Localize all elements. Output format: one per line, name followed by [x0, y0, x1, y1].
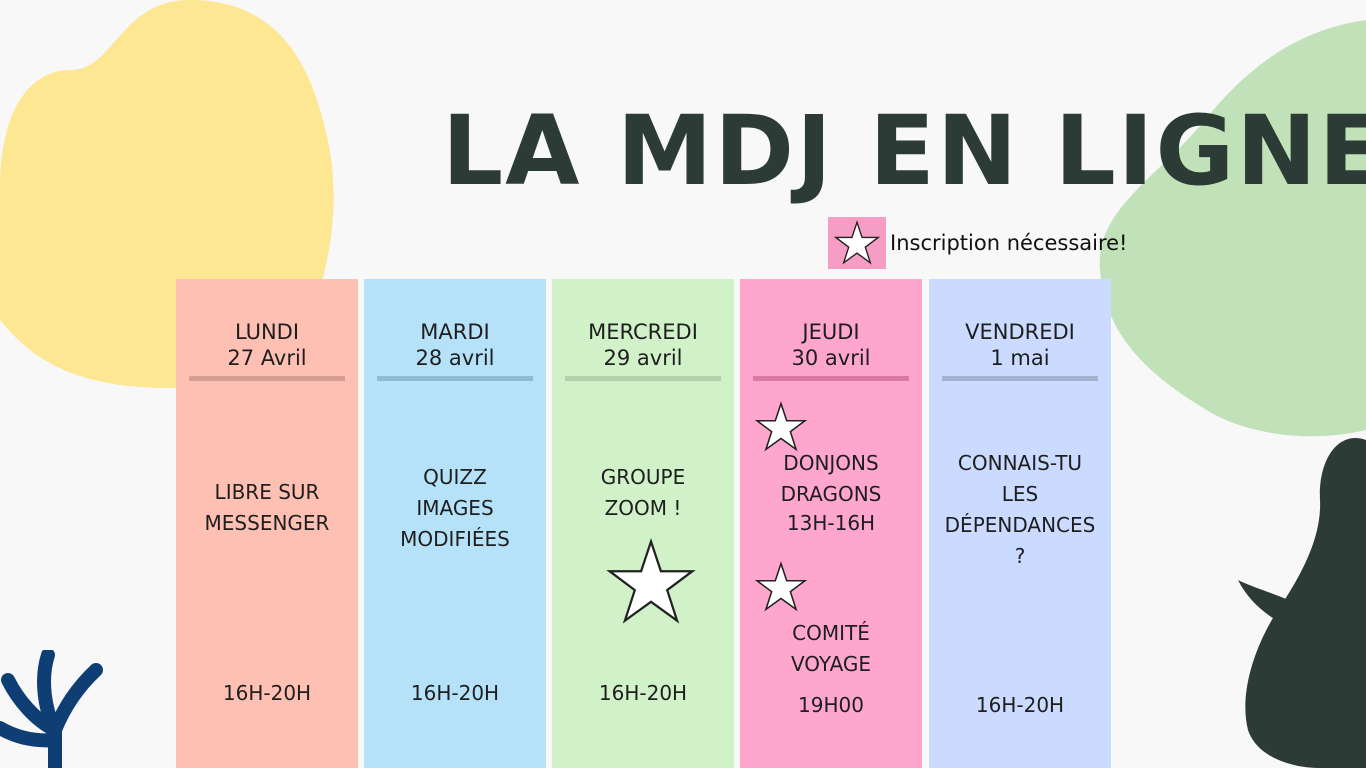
activity-line: ZOOM ! — [604, 496, 682, 520]
activity-line: IMAGES — [416, 496, 494, 520]
day-column-mercredi: MERCREDI 29 avril GROUPE ZOOM ! 16H-20H — [552, 279, 734, 768]
day-header: LUNDI 27 Avril — [176, 319, 358, 371]
day-date: 27 Avril — [227, 346, 307, 370]
activity-line: DRAGONS — [780, 482, 882, 506]
day-column-lundi: LUNDI 27 Avril LIBRE SUR MESSENGER 16H-2… — [176, 279, 358, 768]
activity-title: QUIZZ IMAGES MODIFIÉES — [364, 462, 546, 555]
header-divider — [189, 376, 345, 381]
star-icon — [834, 220, 880, 265]
activity-title: CONNAIS-TU LES DÉPENDANCES ? — [929, 448, 1111, 572]
day-column-vendredi: VENDREDI 1 mai CONNAIS-TU LES DÉPENDANCE… — [929, 279, 1111, 768]
legend-text: Inscription nécessaire! — [890, 231, 1128, 255]
activity-title: DONJONS DRAGONS 13H-16H — [740, 448, 922, 536]
star-icon — [754, 561, 808, 612]
day-name: JEUDI — [802, 320, 860, 344]
legend-star-box — [828, 217, 886, 269]
day-name: LUNDI — [234, 320, 300, 344]
header-divider — [753, 376, 909, 381]
header-divider — [565, 376, 721, 381]
header-divider — [942, 376, 1098, 381]
activity-line: VOYAGE — [790, 652, 872, 676]
activity-line: MODIFIÉES — [400, 527, 510, 551]
day-date: 30 avril — [791, 346, 871, 370]
legend: Inscription nécessaire! — [828, 217, 1127, 269]
day-date: 28 avril — [415, 346, 495, 370]
dark-leaf-decoration — [1238, 438, 1366, 768]
day-name: MARDI — [420, 320, 490, 344]
activity-time: 19H00 — [798, 693, 864, 717]
activity-title: LIBRE SUR MESSENGER — [176, 477, 358, 539]
activity-line: QUIZZ — [423, 465, 487, 489]
day-header: JEUDI 30 avril — [740, 319, 922, 371]
activity-time: 16H-20H — [975, 693, 1065, 717]
activity-line: DONJONS — [783, 451, 879, 475]
day-header: MARDI 28 avril — [364, 319, 546, 371]
activity-line: MESSENGER — [204, 511, 330, 535]
activity-line: GROUPE — [600, 465, 686, 489]
activity-title: COMITÉ VOYAGE — [740, 618, 922, 680]
activity-title: GROUPE ZOOM ! — [552, 462, 734, 524]
day-name: VENDREDI — [965, 320, 1075, 344]
header-divider — [377, 376, 533, 381]
day-date: 1 mai — [990, 346, 1050, 370]
day-column-jeudi: JEUDI 30 avril DONJONS DRAGONS 13H-16H C… — [740, 279, 922, 768]
star-icon — [754, 401, 808, 452]
activity-line: LES — [1001, 482, 1039, 506]
day-column-mardi: MARDI 28 avril QUIZZ IMAGES MODIFIÉES 16… — [364, 279, 546, 768]
activity-time: 16H-20H — [598, 681, 688, 705]
activity-line: LIBRE SUR — [214, 480, 320, 504]
day-header: VENDREDI 1 mai — [929, 319, 1111, 371]
activity-line: CONNAIS-TU — [957, 451, 1083, 475]
activity-line: DÉPENDANCES — [944, 513, 1096, 537]
day-date: 29 avril — [603, 346, 683, 370]
activity-time: 16H-20H — [222, 681, 312, 705]
day-name: MERCREDI — [588, 320, 698, 344]
activity-line: ? — [1014, 544, 1026, 568]
blue-coral-decoration — [0, 650, 103, 768]
activity-line: COMITÉ — [792, 621, 870, 645]
activity-time: 16H-20H — [410, 681, 500, 705]
star-icon — [606, 537, 696, 624]
activity-time: 13H-16H — [786, 511, 876, 535]
page-title: LA MDJ EN LIGNE — [442, 95, 1366, 207]
green-leaf-decoration — [1099, 20, 1366, 437]
day-header: MERCREDI 29 avril — [552, 319, 734, 371]
